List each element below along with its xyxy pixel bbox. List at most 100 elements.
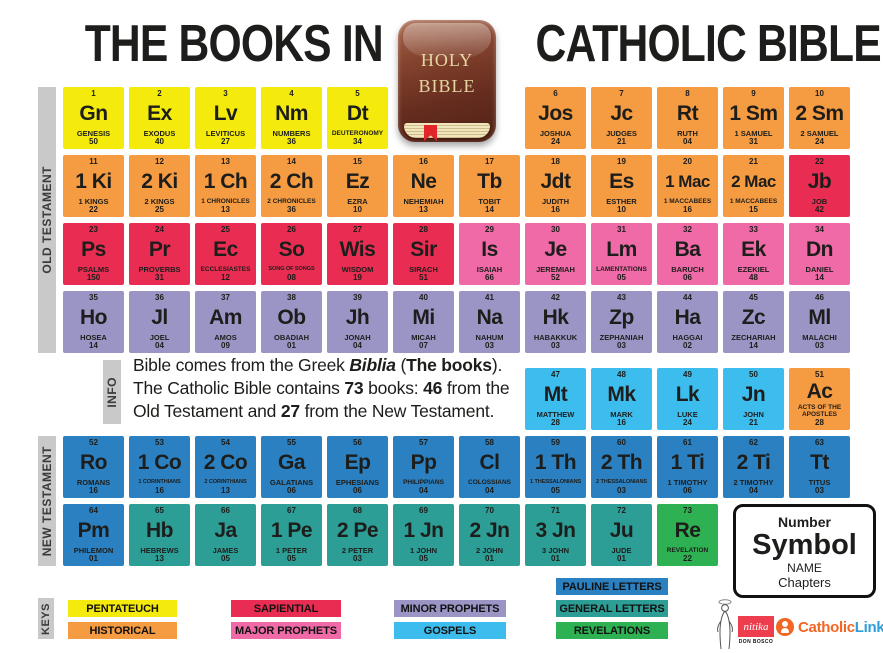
cell-symbol-wrap: Ne <box>411 166 437 198</box>
section-bar-old-testament: OLD TESTAMENT <box>38 87 56 353</box>
cell-number: 64 <box>89 506 98 515</box>
cell-symbol: Mt <box>543 383 568 407</box>
cell-number: 61 <box>683 438 692 447</box>
cell-symbol-wrap: Rt <box>677 98 699 130</box>
cell-number: 54 <box>221 438 230 447</box>
cell-symbol: Ex <box>147 102 172 126</box>
cell-number: 28 <box>419 225 428 234</box>
book-cell-pm: 64 Pm PHILEMON 01 <box>63 504 124 566</box>
cell-symbol-wrap: Mk <box>607 379 636 411</box>
cell-symbol: 2 Ki <box>141 170 178 194</box>
cell-symbol: Jdt <box>540 170 572 194</box>
cell-number: 9 <box>751 89 756 98</box>
book-cell-1co: 53 1 Co 1 CORINTHIANS 16 <box>129 436 190 498</box>
bible-icon-text-holy: HOLY <box>420 50 474 70</box>
cell-chapters: 52 <box>551 273 560 282</box>
cell-chapters: 04 <box>749 486 758 495</box>
cell-book-name: EZEKIEL <box>737 264 770 274</box>
cell-book-name: AMOS <box>214 332 237 342</box>
cell-symbol-wrap: Lm <box>606 234 637 266</box>
cell-chapters: 01 <box>551 554 560 563</box>
cell-number: 32 <box>683 225 692 234</box>
cell-number: 31 <box>617 225 626 234</box>
cell-symbol-wrap: 2 Th <box>601 447 643 479</box>
cell-symbol: Jos <box>538 102 573 126</box>
cell-number: 25 <box>221 225 230 234</box>
book-cell-je: 30 Je JEREMIAH 52 <box>525 223 586 285</box>
cell-number: 56 <box>353 438 362 447</box>
cell-book-name: 2 CORINTHIANS <box>204 478 247 485</box>
cell-chapters: 16 <box>617 418 626 427</box>
cell-chapters: 31 <box>749 137 758 146</box>
cell-book-name: SONG OF SONGS <box>268 265 315 272</box>
cell-symbol-wrap: Ec <box>213 234 238 266</box>
cell-number: 49 <box>683 370 692 379</box>
cell-book-name: ISAIAH <box>476 264 503 274</box>
book-cell-mi: 40 Mi MICAH 07 <box>393 291 454 353</box>
cell-symbol-wrap: Wis <box>340 234 376 266</box>
cell-book-name: EXODUS <box>143 128 176 138</box>
cell-chapters: 04 <box>419 486 428 495</box>
book-cell-lm: 31 Lm LAMENTATIONS 05 <box>591 223 652 285</box>
info-line: Bible comes from the Greek Biblia (The b… <box>133 355 503 375</box>
cell-symbol: Ml <box>808 306 831 330</box>
cell-chapters: 03 <box>617 341 626 350</box>
cell-book-name: TITUS <box>808 477 831 487</box>
cell-chapters: 03 <box>485 341 494 350</box>
cell-number: 8 <box>685 89 690 98</box>
book-cell-1pe: 67 1 Pe 1 PETER 05 <box>261 504 322 566</box>
cell-book-name: LEVITICUS <box>205 128 246 138</box>
cell-symbol-wrap: Pr <box>149 234 171 266</box>
cell-chapters: 04 <box>683 137 692 146</box>
cell-book-name: 3 JOHN <box>541 545 570 555</box>
catholic-text: Catholic <box>798 618 855 636</box>
key-pauline: PAULINE LETTERS <box>556 578 668 595</box>
cell-book-name: SIRACH <box>409 264 438 274</box>
cell-chapters: 24 <box>683 418 692 427</box>
cell-number: 30 <box>551 225 560 234</box>
info-line: The Catholic Bible contains 73 books: 46… <box>133 378 510 398</box>
cell-book-name: 1 JOHN <box>409 545 438 555</box>
cell-chapters: 36 <box>287 205 296 214</box>
book-cell-gn: 1 Gn GENESIS 50 <box>63 87 124 149</box>
page-title-right: CATHOLIC BIBLE <box>535 15 881 73</box>
cell-chapters: 19 <box>353 273 362 282</box>
cell-book-name: JONAH <box>344 332 371 342</box>
cell-book-name: ROMANS <box>76 477 111 487</box>
cell-book-name: 1 CORINTHIANS <box>138 478 181 485</box>
cell-symbol: Jh <box>345 306 370 330</box>
cell-book-name: JUDITH <box>541 196 570 206</box>
cell-book-name: DEUTERONOMY <box>331 129 384 137</box>
cell-symbol-wrap: Ob <box>277 302 306 334</box>
cell-symbol: 1 Co <box>137 451 182 475</box>
cell-chapters: 01 <box>287 341 296 350</box>
cell-chapters: 05 <box>551 486 560 495</box>
cell-symbol: Hk <box>542 306 569 330</box>
cell-symbol-wrap: Hb <box>146 515 174 547</box>
cell-number: 26 <box>287 225 296 234</box>
book-cell-2ki: 12 2 Ki 2 KINGS 25 <box>129 155 190 217</box>
book-cell-ez: 15 Ez EZRA 10 <box>327 155 388 217</box>
cell-number: 71 <box>551 506 560 515</box>
cell-symbol: 2 Co <box>203 451 248 475</box>
cell-chapters: 50 <box>89 137 98 146</box>
book-cell-nm: 4 Nm NUMBERS 36 <box>261 87 322 149</box>
cell-chapters: 21 <box>617 137 626 146</box>
cell-number: 19 <box>617 157 626 166</box>
cell-book-name: DANIEL <box>805 264 834 274</box>
cell-number: 70 <box>485 506 494 515</box>
cell-number: 13 <box>221 157 230 166</box>
cell-chapters: 13 <box>155 554 164 563</box>
cell-symbol-wrap: Tt <box>810 447 829 479</box>
cell-chapters: 16 <box>551 205 560 214</box>
cell-number: 18 <box>551 157 560 166</box>
cell-symbol-wrap: Jos <box>538 98 573 130</box>
cell-book-name: ESTHER <box>606 196 637 206</box>
cell-symbol: Wis <box>339 238 376 262</box>
cell-chapters: 14 <box>485 205 494 214</box>
cell-chapters: 03 <box>551 341 560 350</box>
cell-symbol-wrap: Ml <box>808 302 831 334</box>
cell-symbol-wrap: So <box>279 234 305 266</box>
cell-symbol: Dt <box>346 102 369 126</box>
cell-book-name: NAHUM <box>475 332 504 342</box>
